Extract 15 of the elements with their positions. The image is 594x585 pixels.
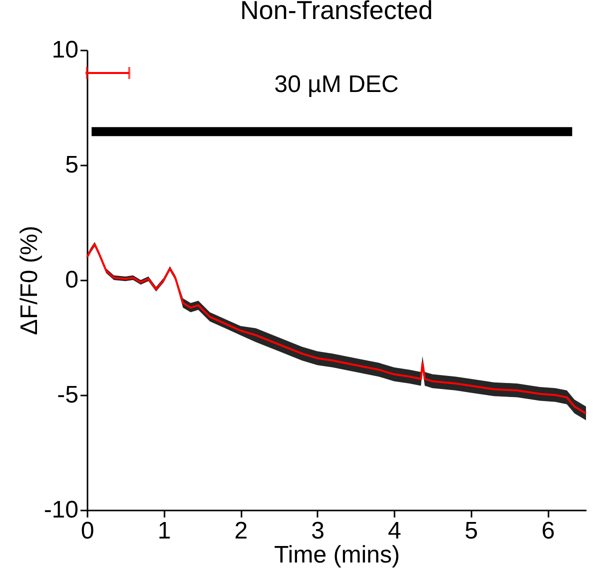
x-tick-label: 4 (388, 518, 402, 544)
chart-title: Non-Transfected (240, 0, 433, 25)
x-tick-label: 3 (311, 518, 324, 544)
y-tick-label: 5 (65, 152, 78, 178)
y-tick-label: 10 (52, 36, 78, 64)
x-tick-label: 6 (541, 518, 555, 544)
x-tick-label: 2 (234, 518, 248, 544)
y-axis-title: ΔF/F0 (%) (16, 226, 43, 336)
annotation: 30 µM DEC (274, 71, 399, 98)
y-tick-label: -5 (57, 382, 78, 408)
x-axis-title: Time (mins) (274, 542, 400, 568)
x-tick-label: 5 (464, 518, 478, 544)
y-tick-label: 0 (65, 266, 78, 294)
y-tick-label: -10 (44, 496, 78, 524)
x-tick-label: 1 (158, 518, 171, 544)
